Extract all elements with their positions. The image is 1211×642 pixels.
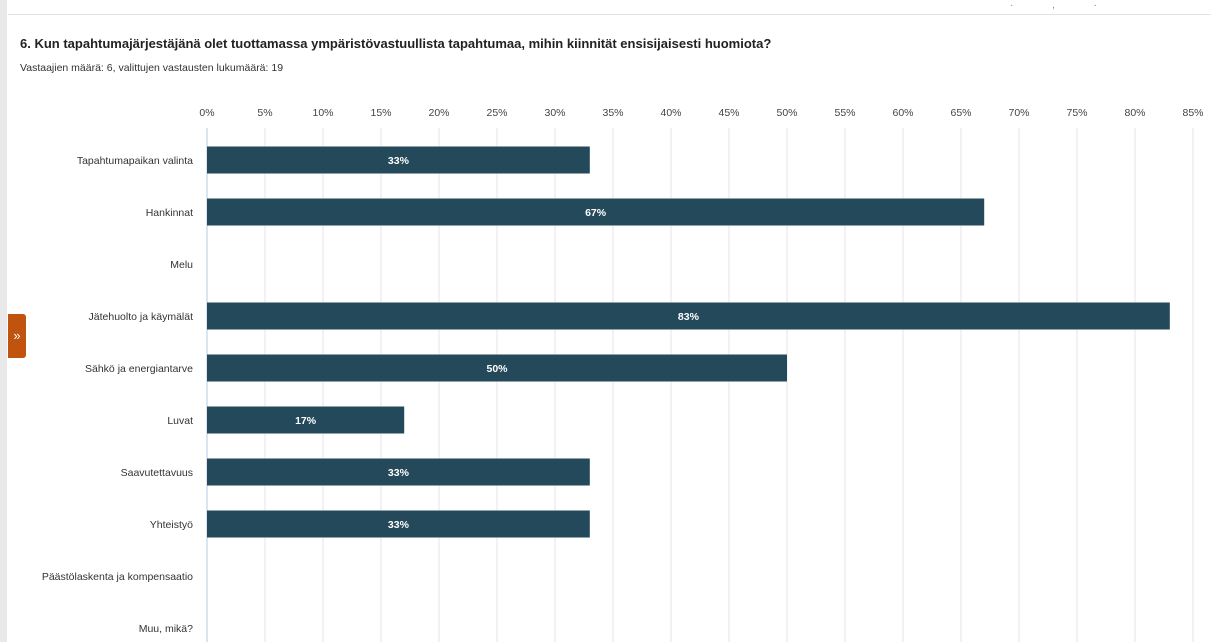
top-divider: [8, 14, 1211, 15]
data-label: 33%: [388, 519, 410, 531]
x-tick-label: 55%: [834, 107, 855, 119]
bar: [207, 510, 590, 538]
x-tick-label: 40%: [660, 107, 681, 119]
x-tick-label: 25%: [486, 107, 507, 119]
bar: [207, 146, 590, 174]
bar: [207, 458, 590, 486]
x-tick-label: 80%: [1124, 107, 1145, 119]
category-label: Luvat: [167, 415, 193, 427]
x-tick-label: 85%: [1182, 107, 1203, 119]
data-label: 33%: [388, 467, 410, 479]
bar: [207, 354, 787, 382]
x-tick-label: 45%: [718, 107, 739, 119]
x-tick-label: 5%: [257, 107, 272, 119]
category-label: Hankinnat: [146, 207, 193, 219]
left-edge-bar: [0, 0, 7, 642]
question-title: 6. Kun tapahtumajärjestäjänä olet tuotta…: [20, 36, 772, 51]
x-tick-label: 10%: [312, 107, 333, 119]
bar: [207, 406, 405, 434]
x-tick-label: 60%: [892, 107, 913, 119]
x-tick-label: 35%: [602, 107, 623, 119]
category-label: Melu: [170, 259, 193, 271]
bar: [207, 302, 1170, 330]
data-label: 33%: [388, 155, 410, 167]
category-label: Tapahtumapaikan valinta: [77, 155, 193, 167]
category-label: Saavutettavuus: [121, 467, 193, 479]
bar-chart: 0% 5% 10% 15% 20% 25% 30% 35% 40% 45% 50% 55% 60% 65%…: [42, 107, 1204, 642]
category-label: Yhteistyö: [150, 519, 193, 531]
x-tick-label: 30%: [544, 107, 565, 119]
decorative-dots: · , ·: [1010, 0, 1115, 11]
x-tick-label: 65%: [950, 107, 971, 119]
x-tick-label: 70%: [1008, 107, 1029, 119]
bar: [207, 198, 985, 226]
x-tick-label: 75%: [1066, 107, 1087, 119]
category-label: Jätehuolto ja käymälät: [89, 311, 194, 323]
x-tick-label: 50%: [776, 107, 797, 119]
data-label: 83%: [678, 311, 700, 323]
category-label: Päästölaskenta ja kompensaatio: [42, 571, 193, 583]
x-tick-label: 0%: [199, 107, 214, 119]
data-label: 17%: [295, 415, 317, 427]
data-label: 50%: [486, 363, 508, 375]
x-tick-label: 20%: [428, 107, 449, 119]
expand-panel-button[interactable]: »: [8, 314, 26, 358]
category-label: Sähkö ja energiantarve: [85, 363, 193, 375]
double-chevron-right-icon: »: [13, 328, 21, 343]
category-label: Muu, mikä?: [139, 623, 193, 635]
respondent-count: Vastaajien määrä: 6, valittujen vastaust…: [20, 62, 284, 74]
data-label: 67%: [585, 207, 607, 219]
x-tick-label: 15%: [370, 107, 391, 119]
